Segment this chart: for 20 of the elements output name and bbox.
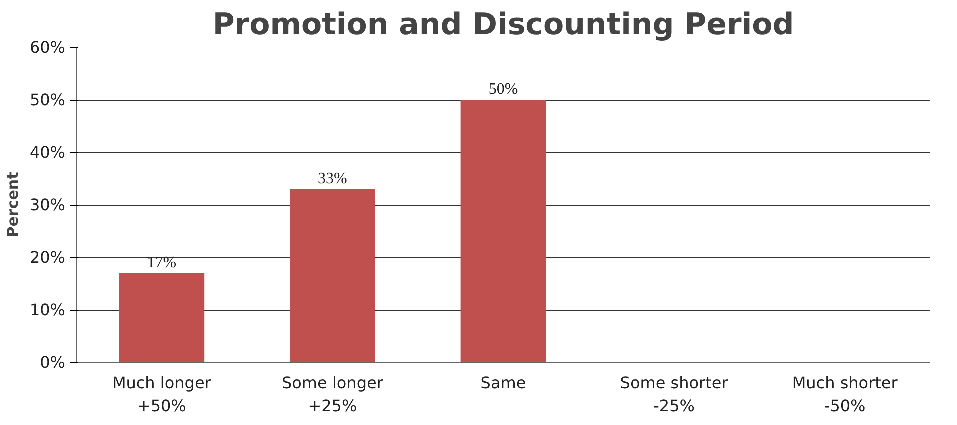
data-label: 17%	[147, 254, 177, 272]
x-tick-label: Same	[480, 374, 526, 392]
x-tick-label: Much shorter -50%	[792, 374, 898, 416]
y-tick-label: 10%	[30, 300, 66, 320]
x-tick-label: Some longer +25%	[282, 374, 384, 416]
bar	[460, 100, 546, 362]
bar	[290, 189, 376, 362]
y-tick-label: 0%	[40, 353, 66, 372]
bar	[119, 273, 205, 362]
y-axis-title: Percent	[4, 172, 22, 238]
y-tick-label: 20%	[30, 248, 66, 267]
data-label: 33%	[318, 170, 348, 188]
x-tick-label: Some shorter -25%	[620, 374, 729, 416]
y-tick-label: 40%	[30, 143, 66, 162]
data-label: 50%	[488, 81, 518, 98]
y-tick-label: 60%	[30, 38, 66, 57]
y-tick-label: 30%	[30, 196, 66, 214]
y-tick-label: 50%	[30, 90, 66, 110]
x-tick-label: Much longer +50%	[112, 374, 212, 416]
chart-title: Promotion and Discounting Period	[212, 8, 794, 42]
